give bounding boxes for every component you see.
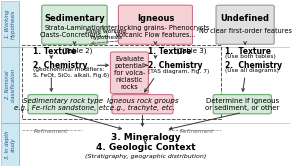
Text: Interlocking grains- Phenocrysts
Volcanic Flow features...: Interlocking grains- Phenocrysts Volcani… (102, 25, 209, 38)
Text: Determine if igneous
or sediment, or other: Determine if igneous or sediment, or oth… (205, 98, 279, 111)
FancyBboxPatch shape (1, 123, 20, 166)
Text: No clear first-order features: No clear first-order features (199, 28, 292, 34)
Text: Undefined: Undefined (221, 14, 270, 23)
Text: Igneous rock groups
e.g., trachyte, etc.: Igneous rock groups e.g., trachyte, etc. (107, 98, 178, 111)
Text: 2. Nominal
classification: 2. Nominal classification (5, 68, 15, 102)
Text: 4. Geologic Context: 4. Geologic Context (95, 143, 195, 152)
Text: (Use both tables): (Use both tables) (225, 54, 276, 59)
Text: (Stratigraphy, geographic distribution): (Stratigraphy, geographic distribution) (85, 153, 206, 158)
Text: Refinement: Refinement (34, 129, 68, 134)
Text: 1. Texture: 1. Texture (148, 47, 192, 56)
FancyBboxPatch shape (28, 95, 98, 114)
Text: Refinement: Refinement (180, 129, 215, 134)
Text: 3. Mineralogy: 3. Mineralogy (110, 133, 180, 142)
Text: 1. Working
Hypothesis: 1. Working Hypothesis (5, 9, 15, 39)
Text: Evaluate
potential
for volca-
niclastic
rocks: Evaluate potential for volca- niclastic … (114, 56, 145, 90)
Text: (Use all diagrams): (Use all diagrams) (225, 68, 279, 73)
Text: 2.  Chemistry: 2. Chemistry (225, 61, 282, 70)
Text: (Table 2): (Table 2) (60, 48, 92, 54)
Text: 3. In depth
study: 3. In depth study (5, 131, 15, 159)
Text: 1.  Texture: 1. Texture (225, 47, 271, 56)
Text: Igneous: Igneous (137, 14, 174, 23)
FancyBboxPatch shape (112, 95, 173, 114)
Text: Strata-Lamination
Clasts-Concretions...: Strata-Lamination Clasts-Concretions... (40, 25, 109, 38)
Text: 2. Chemistry: 2. Chemistry (33, 61, 87, 70)
FancyBboxPatch shape (118, 5, 192, 44)
FancyBboxPatch shape (42, 5, 107, 44)
FancyBboxPatch shape (1, 1, 20, 47)
FancyBboxPatch shape (216, 5, 274, 44)
FancyBboxPatch shape (110, 52, 148, 94)
FancyBboxPatch shape (213, 95, 271, 114)
Text: False working
hypothesis: False working hypothesis (86, 29, 126, 40)
Text: (geochemical modifiers:
S, FeOt, SiO₂, alkali, Fig.6): (geochemical modifiers: S, FeOt, SiO₂, a… (33, 67, 109, 78)
Text: 1. Texture: 1. Texture (33, 47, 76, 56)
Text: (TAS diagram, Fig. 7): (TAS diagram, Fig. 7) (148, 69, 209, 74)
Text: 2. Chemistry: 2. Chemistry (148, 61, 203, 70)
Text: Sedimentary rock type
e.g., Fe-rich sandstone, etc.: Sedimentary rock type e.g., Fe-rich sand… (14, 98, 112, 111)
Text: (Table 3): (Table 3) (174, 48, 207, 54)
Text: Sedimentary: Sedimentary (44, 14, 105, 23)
FancyBboxPatch shape (1, 47, 20, 123)
